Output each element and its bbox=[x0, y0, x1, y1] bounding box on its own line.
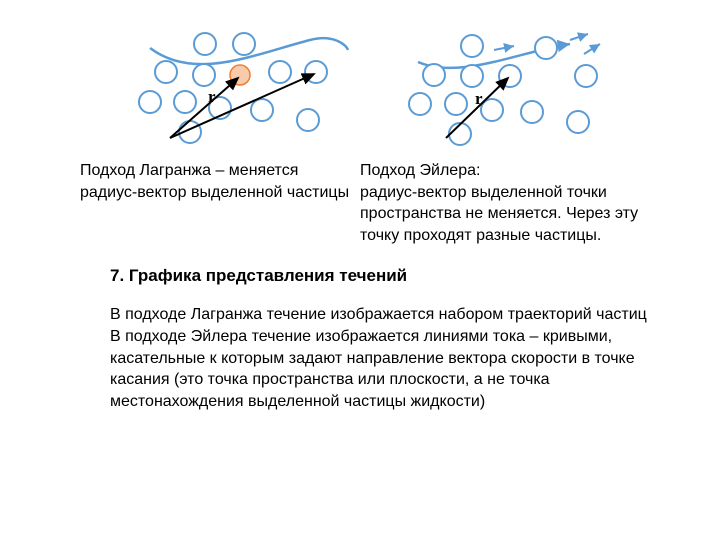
lagrange-caption: Подход Лагранжа – меняется радиус-вектор… bbox=[80, 160, 350, 203]
caption-row: Подход Лагранжа – меняется радиус-вектор… bbox=[0, 160, 720, 246]
lagrange-diagram: r bbox=[80, 20, 360, 150]
section-body: В подходе Лагранжа течение изображается … bbox=[110, 304, 680, 412]
euler-caption: Подход Эйлера:радиус-вектор выделенной т… bbox=[360, 160, 670, 246]
section-7: 7. Графика представления течений В подхо… bbox=[0, 246, 720, 412]
section-title: 7. Графика представления течений bbox=[110, 266, 680, 286]
svg-text:r: r bbox=[208, 87, 216, 106]
diagram-row: r r bbox=[0, 0, 720, 150]
svg-text:r: r bbox=[475, 89, 483, 108]
euler-diagram: r bbox=[360, 20, 640, 150]
